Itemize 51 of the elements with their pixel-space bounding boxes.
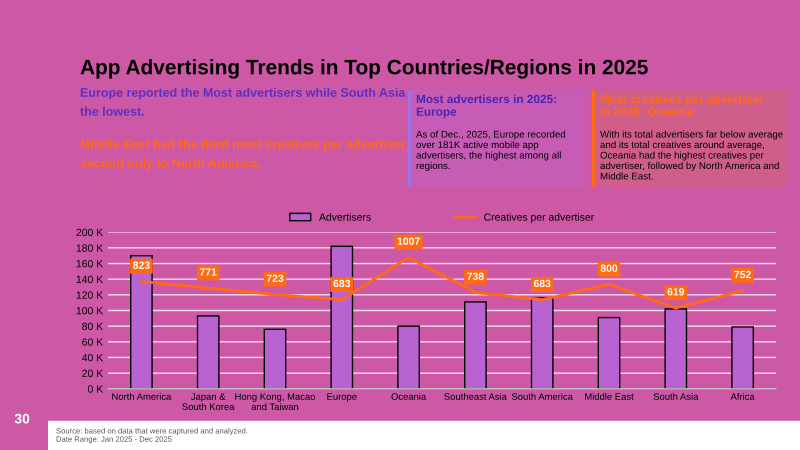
x-tick-label: Hong Kong, Macao and Taiwan bbox=[235, 393, 316, 410]
x-tick-label: North America bbox=[112, 392, 172, 400]
bar bbox=[664, 308, 688, 389]
x-tick-label: Europe bbox=[327, 393, 357, 402]
bar bbox=[598, 316, 620, 389]
x-tick-label: South America bbox=[512, 392, 573, 400]
data-label: 752 bbox=[734, 270, 751, 278]
legend-label: Creatives per advertiser bbox=[484, 213, 594, 223]
data-label: 823 bbox=[133, 262, 150, 269]
legend-label: Advertisers bbox=[319, 213, 371, 221]
y-tick-label: 0 K bbox=[88, 385, 104, 393]
y-tick-label: 200 K bbox=[76, 228, 104, 236]
x-tick-label: Oceania bbox=[391, 392, 426, 400]
x-tick-label: Southeast Asia bbox=[444, 392, 507, 400]
bar bbox=[196, 315, 220, 389]
text: Most creatives per advertiser in 2025: Oceania bbox=[600, 94, 764, 116]
y-tick-label: 100 K bbox=[76, 307, 104, 314]
bar bbox=[330, 246, 354, 389]
data-label: 619 bbox=[667, 288, 684, 296]
y-tick-label: 140 K bbox=[76, 276, 104, 284]
text: 30 bbox=[14, 414, 30, 424]
x-tick-label: Middle East bbox=[585, 392, 634, 400]
bar bbox=[397, 325, 420, 389]
bar bbox=[731, 326, 754, 389]
data-label: 683 bbox=[534, 280, 551, 288]
data-label: 683 bbox=[333, 280, 350, 288]
y-tick-label: 160 K bbox=[76, 260, 104, 268]
data-label: 738 bbox=[467, 272, 484, 280]
text: Most advertisers in 2025: Europe bbox=[416, 94, 556, 118]
x-tick-label: Japan & South Korea bbox=[182, 393, 234, 410]
text: As of Dec., 2025, Europe recorded over 181K active mobile app advertisers, the highest among all regions. bbox=[416, 130, 566, 171]
x-tick-label: Africa bbox=[730, 392, 755, 400]
y-tick-label: 180 K bbox=[76, 244, 104, 252]
bar bbox=[130, 254, 153, 389]
text: Middle East had the third most creatives per advertiser, second only to North America. bbox=[80, 140, 408, 170]
data-label: 800 bbox=[600, 264, 618, 272]
chart-subtitle: Europe reported the Most advertisers while South Asia the lowest. bbox=[80, 88, 406, 116]
y-tick-label: 40 K bbox=[82, 354, 104, 362]
y-tick-label: 60 K bbox=[82, 338, 104, 346]
bar bbox=[530, 297, 554, 389]
data-label: 771 bbox=[200, 268, 217, 276]
chart-title: App Advertising Trends in Top Countries/Regions in 2025 bbox=[80, 59, 648, 79]
bar bbox=[264, 328, 286, 389]
data-label: 1007 bbox=[398, 238, 420, 245]
data-label: 723 bbox=[266, 274, 284, 282]
bar bbox=[464, 301, 487, 389]
y-tick-label: 120 K bbox=[76, 291, 104, 299]
y-tick-label: 80 K bbox=[82, 322, 104, 330]
y-tick-label: 20 K bbox=[82, 370, 104, 378]
x-tick-label: South Asia bbox=[654, 392, 698, 400]
text: With its total advertisers far below average and its total creatives around average, Oceania had the highest creatives per advertiser, followed by North America and Middle East. bbox=[600, 130, 783, 180]
